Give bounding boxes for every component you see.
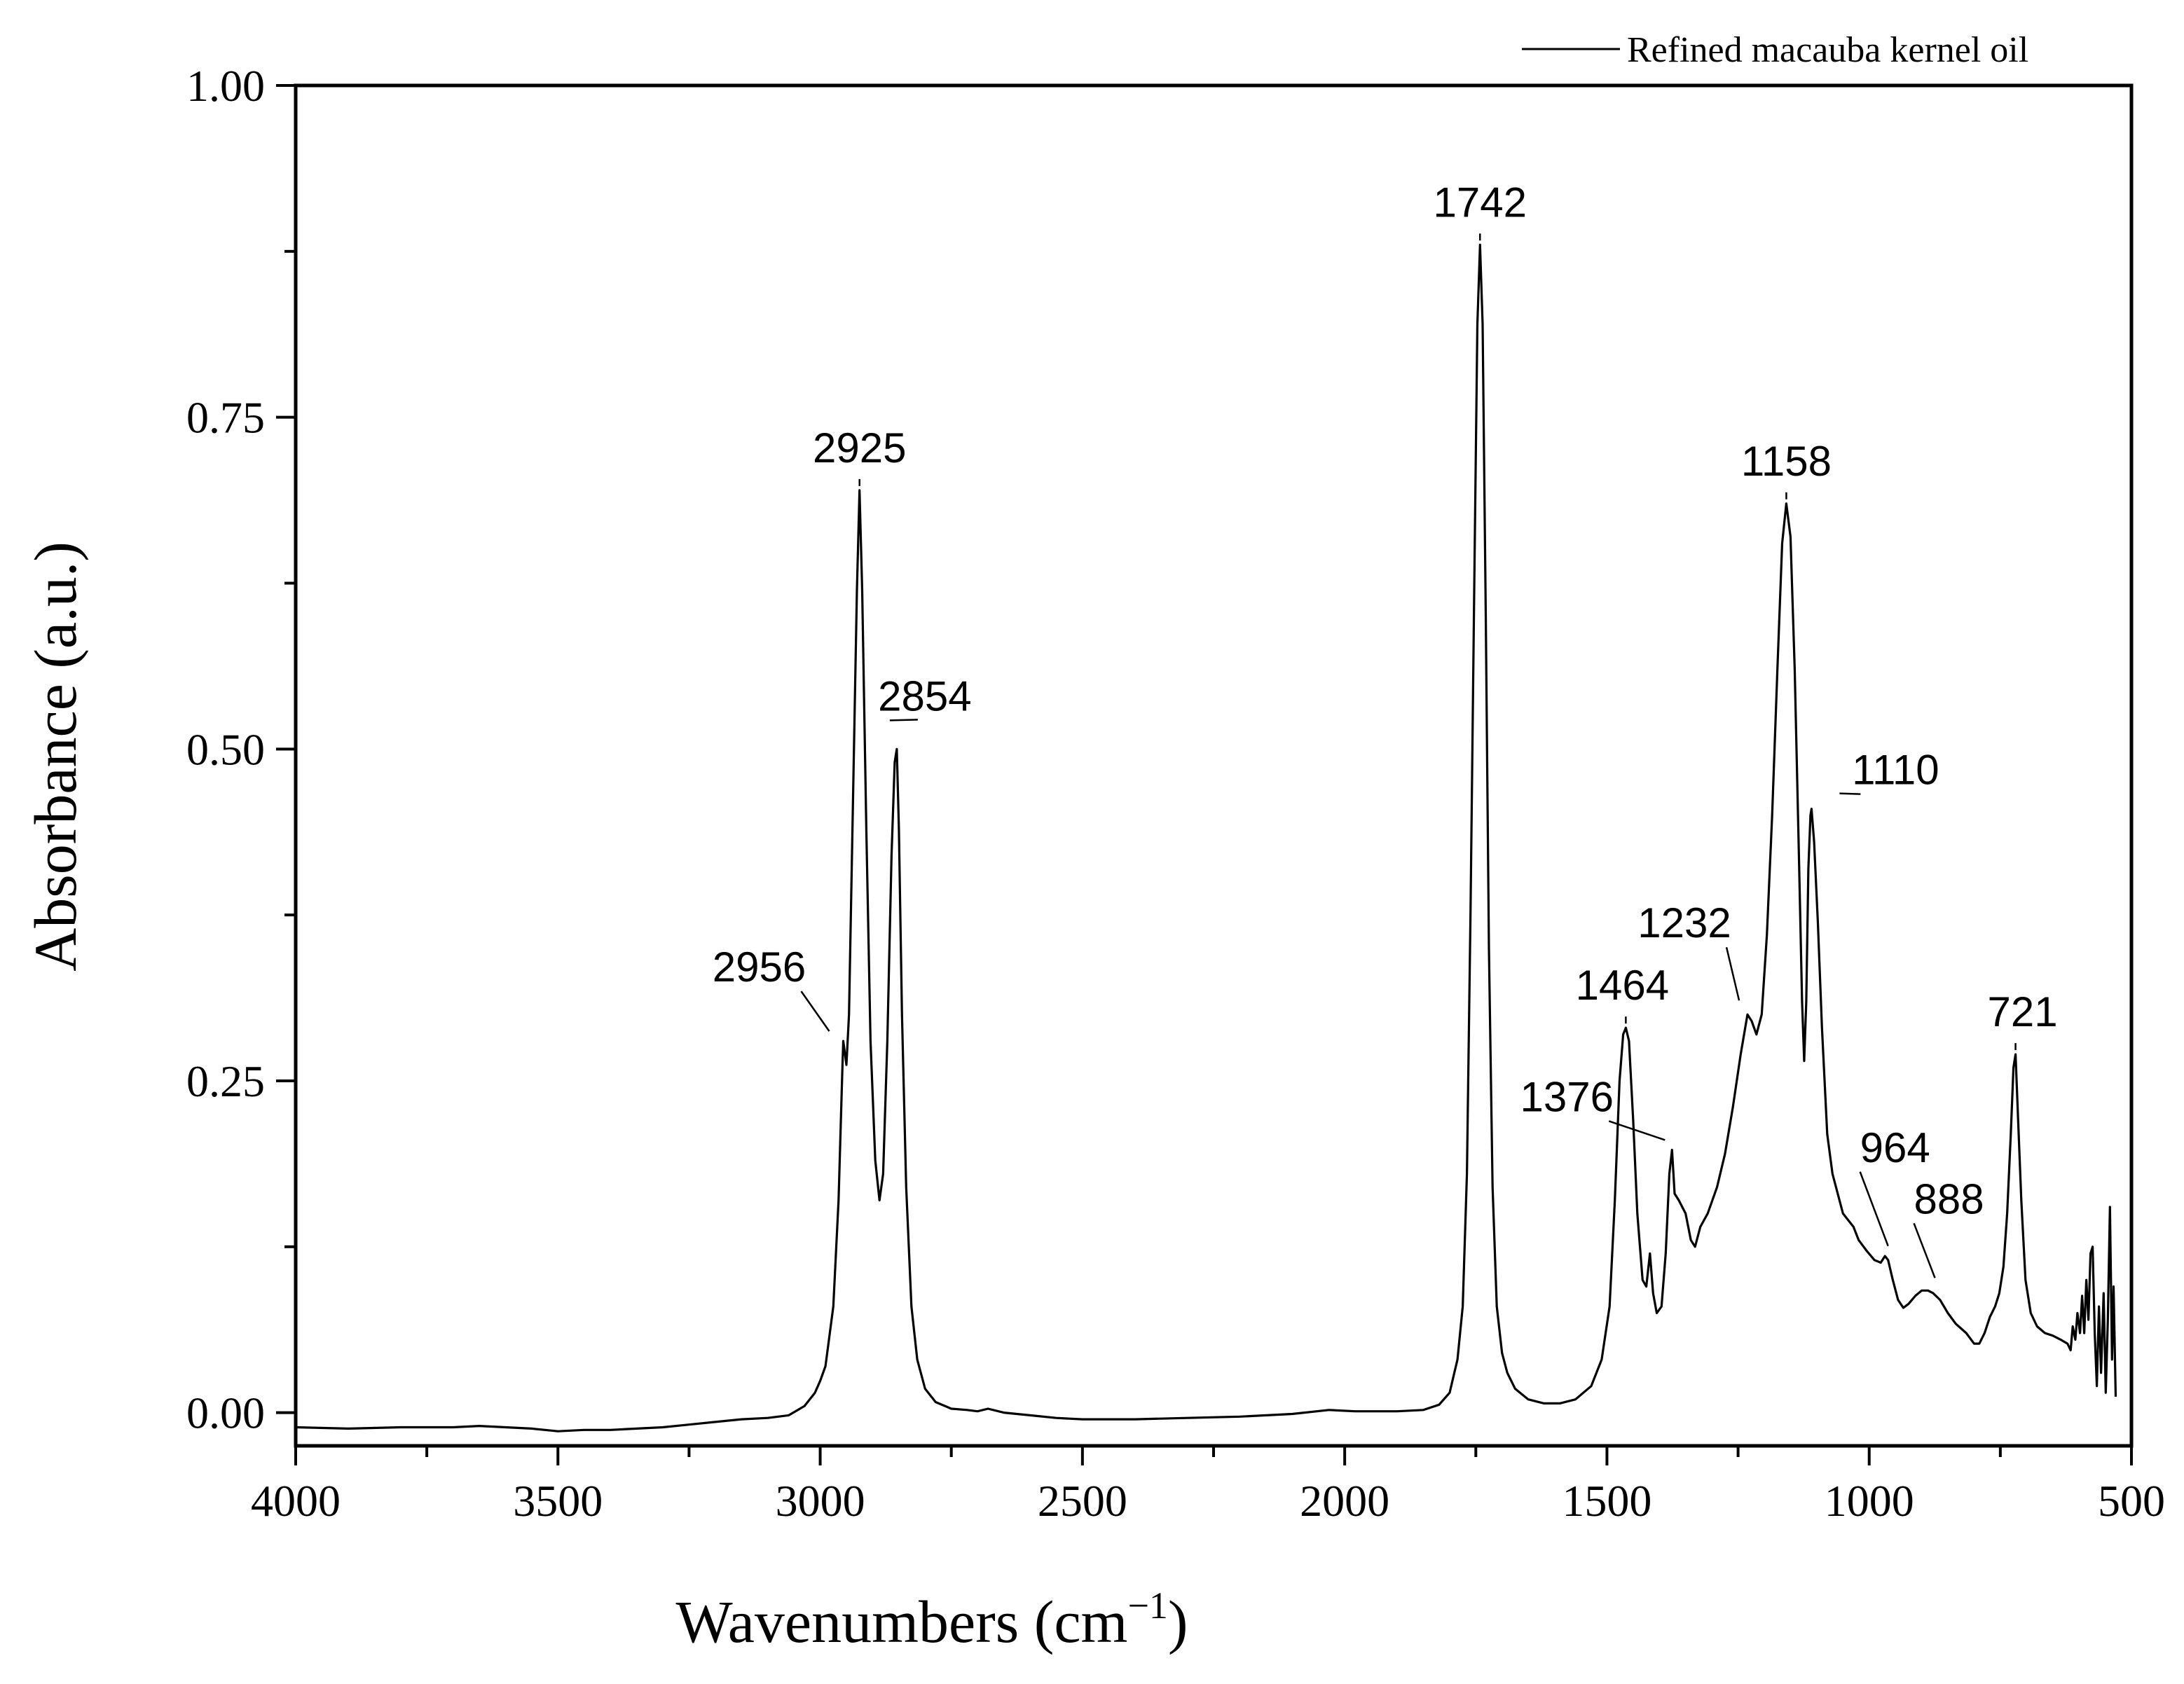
peak-label-1464: 1464 (1576, 962, 1669, 1009)
peak-annotations: 2925 2854 2956 1742 1158 1110 1232 1464 1376 9648… (713, 179, 2058, 1278)
legend: Refined macauba kernel oil (1522, 30, 2028, 70)
x-tick-label: 500 (2098, 1476, 2165, 1526)
peak-label-721: 721 (1988, 988, 2058, 1035)
x-axis-title: Wavenumbers (cm−1) (675, 1585, 1188, 1655)
x-tick-label: 3500 (513, 1476, 603, 1526)
peak-leader-964 (1859, 1171, 1889, 1247)
series-line-refined-macauba-kernel-oil (295, 243, 2117, 1433)
plot-frame (294, 83, 2134, 1448)
y-tick-label: 0.00 (186, 1388, 265, 1438)
peak-label-1742: 1742 (1434, 179, 1527, 226)
y-tick-label: 0.50 (186, 724, 265, 774)
y-tick-label: 1.00 (186, 61, 265, 111)
peak-label-1110: 1110 (1852, 747, 1939, 794)
peak-leader-888 (1913, 1222, 1936, 1278)
peak-label-1376: 1376 (1520, 1073, 1614, 1120)
peak-label-2956: 2956 (713, 944, 806, 991)
y-tick-label: 0.25 (186, 1056, 265, 1106)
x-tick-label: 1500 (1562, 1476, 1651, 1526)
y-tick-label: 0.75 (186, 393, 265, 443)
x-tick-label: 3000 (776, 1476, 865, 1526)
peak-label-1158: 1158 (1741, 438, 1832, 485)
x-tick-label: 4000 (251, 1476, 341, 1526)
x-tick-label: 2500 (1038, 1476, 1127, 1526)
axis-ticks: 4000 3500 3000 2500 2000 1500 1000 500 0.00 0.25 0… (186, 61, 2165, 1526)
series-layer (295, 243, 2117, 1433)
peak-label-888: 888 (1914, 1175, 1984, 1222)
peak-label-2854: 2854 (878, 672, 971, 719)
legend-entry-label: Refined macauba kernel oil (1627, 30, 2028, 70)
peak-leader-1232 (1725, 946, 1740, 1001)
x-tick-label: 2000 (1300, 1476, 1389, 1526)
x-tick-label: 1000 (1825, 1476, 1914, 1526)
peak-leader-2956 (800, 991, 830, 1032)
peak-leader-2854 (889, 719, 918, 722)
peak-leader-1376 (1608, 1120, 1666, 1141)
peak-label-964: 964 (1860, 1124, 1930, 1171)
peak-label-1232: 1232 (1637, 899, 1731, 946)
y-axis-title: Absorbance (a.u.) (22, 541, 89, 972)
peak-label-2925: 2925 (813, 425, 906, 471)
